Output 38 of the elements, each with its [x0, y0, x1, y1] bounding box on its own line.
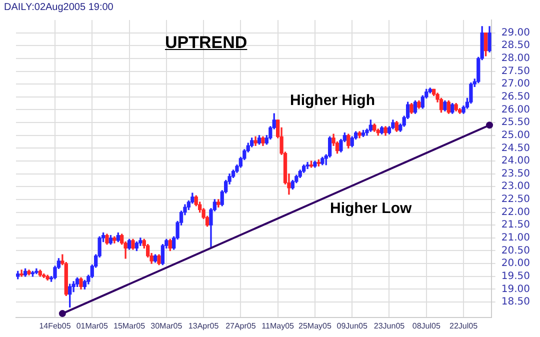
x-tick-label: 23Jun05: [374, 321, 406, 330]
x-tick-label: 14Feb05: [39, 321, 72, 330]
x-tick-label: 08Jul05: [412, 321, 441, 330]
chart-title: DAILY:02Aug2005 19:00: [4, 2, 114, 13]
y-tick-label: 25.00: [501, 130, 530, 141]
y-tick-label: 19.00: [501, 284, 530, 295]
y-tick-label: 27.50: [501, 66, 530, 77]
y-tick-label: 21.50: [501, 220, 530, 231]
x-tick-label: 13Apr05: [188, 321, 220, 330]
x-tick-label: 01Mar05: [76, 321, 108, 330]
y-tick-label: 20.00: [501, 258, 530, 270]
x-tick-label: 27Apr05: [226, 321, 256, 330]
y-tick-label: 26.00: [501, 104, 530, 116]
y-tick-label: 24.50: [501, 142, 530, 154]
y-tick-label: 23.50: [501, 168, 530, 180]
y-tick-label: 23.00: [501, 181, 530, 192]
y-tick-label: 29.00: [501, 27, 530, 38]
x-tick-label: 15Mar05: [113, 321, 146, 330]
annotation: Higher High: [290, 92, 375, 109]
y-tick-label: 19.50: [501, 270, 530, 282]
y-tick-label: 26.50: [501, 92, 530, 103]
y-tick-label: 28.00: [501, 53, 530, 64]
y-tick-label: 22.50: [501, 194, 530, 206]
x-tick-label: 11May05: [262, 321, 295, 330]
y-tick-label: 27.00: [501, 78, 530, 90]
x-tick-label: 09Jun05: [336, 321, 368, 330]
y-tick-label: 25.50: [501, 117, 530, 128]
annotation: UPTREND: [165, 33, 248, 53]
y-tick-label: 28.50: [501, 40, 530, 52]
x-tick-label: 25May05: [298, 321, 332, 330]
x-tick-label: 22Jul05: [450, 321, 478, 330]
y-tick-label: 21.00: [501, 232, 530, 244]
y-tick-label: 24.00: [501, 156, 530, 167]
y-tick-label: 20.50: [501, 245, 530, 256]
annotation: Higher Low: [330, 200, 412, 217]
y-tick-label: 22.00: [501, 206, 530, 218]
y-tick-label: 18.50: [501, 296, 530, 308]
x-tick-label: 30Mar05: [150, 321, 183, 330]
